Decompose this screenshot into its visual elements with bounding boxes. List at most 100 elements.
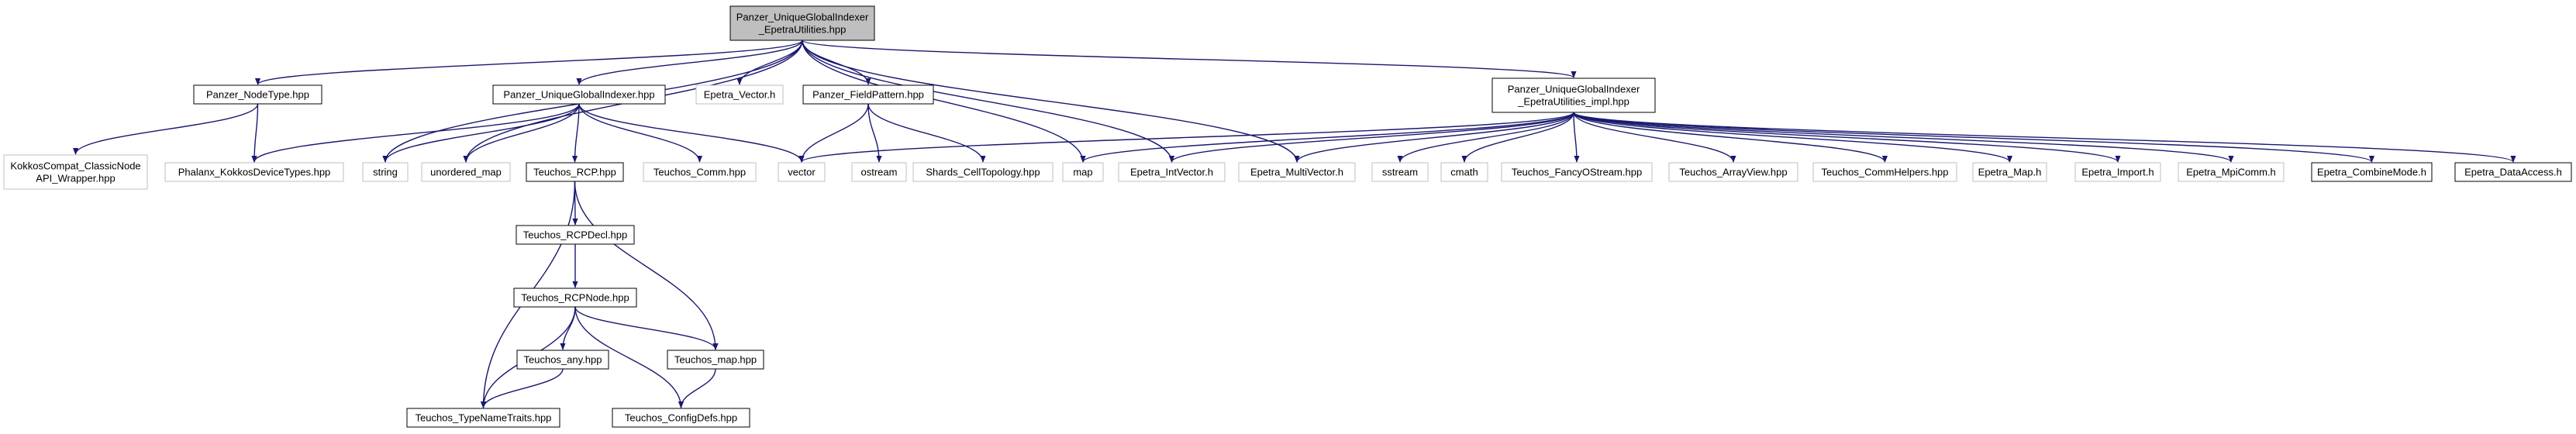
node-box bbox=[2454, 162, 2572, 182]
edge-root-to-fieldpattern bbox=[802, 40, 871, 85]
node-commhelpers: Teuchos_CommHelpers.hpp bbox=[1812, 162, 1957, 182]
edge-impl-to-epetra-dataaccess bbox=[1573, 112, 2516, 163]
edge-ugi-to-string bbox=[382, 103, 580, 163]
edge-teuchos-rcp-to-teuchos-map bbox=[574, 181, 719, 350]
node-teuchos-comm: Teuchos_Comm.hpp bbox=[643, 162, 757, 182]
node-box bbox=[1501, 162, 1653, 182]
node-box bbox=[2311, 162, 2433, 182]
node-fieldpattern[interactable]: Panzer_FieldPattern.hpp bbox=[802, 84, 934, 105]
edge-teuchos-any-to-typenametraits bbox=[480, 368, 564, 408]
node-label: Teuchos_Comm.hpp bbox=[653, 167, 746, 178]
edge-ugi-to-teuchos-rcp bbox=[571, 103, 580, 163]
edge-root-to-epetra-intvector bbox=[802, 40, 1175, 163]
node-box bbox=[1062, 162, 1104, 182]
edge-ugi-to-unordered-map bbox=[463, 103, 580, 163]
edge-ugi-to-phalanx bbox=[251, 103, 580, 163]
node-label: Epetra_MultiVector.h bbox=[1250, 167, 1343, 178]
edges-layer bbox=[72, 40, 2516, 408]
node-label: Epetra_Vector.h bbox=[704, 89, 776, 101]
node-box bbox=[1238, 162, 1356, 182]
node-map: map bbox=[1062, 162, 1104, 182]
node-epetra-import: Epetra_Import.h bbox=[2074, 162, 2161, 182]
node-box bbox=[1118, 162, 1226, 182]
node-rcpnode[interactable]: Teuchos_RCPNode.hpp bbox=[513, 288, 637, 308]
edge-rcpnode-to-teuchos-map bbox=[574, 306, 719, 350]
node-epetra-dataaccess[interactable]: Epetra_DataAccess.h bbox=[2454, 162, 2572, 182]
edge-impl-to-epetra-map bbox=[1573, 112, 2012, 163]
node-box bbox=[516, 225, 635, 245]
node-impl[interactable]: Panzer_UniqueGlobalIndexer_EpetraUtiliti… bbox=[1491, 78, 1656, 113]
edge-ugi-to-teuchos-comm bbox=[578, 103, 703, 163]
node-label: KokkosCompat_ClassicNode bbox=[10, 160, 140, 172]
node-fancyostream: Teuchos_FancyOStream.hpp bbox=[1501, 162, 1653, 182]
node-sstream: sstream bbox=[1371, 162, 1429, 182]
edge-ugi-to-vector bbox=[578, 103, 805, 163]
node-label: Panzer_UniqueGlobalIndexer bbox=[1508, 84, 1640, 95]
node-label: Epetra_DataAccess.h bbox=[2464, 167, 2562, 178]
edge-impl-to-sstream bbox=[1397, 112, 1574, 163]
node-box bbox=[667, 350, 764, 370]
node-arrayview: Teuchos_ArrayView.hpp bbox=[1668, 162, 1798, 182]
node-box bbox=[612, 408, 750, 428]
node-teuchos-map[interactable]: Teuchos_map.hpp bbox=[667, 350, 764, 370]
node-box bbox=[1371, 162, 1429, 182]
node-label: Teuchos_any.hpp bbox=[524, 354, 602, 366]
node-box bbox=[1491, 78, 1656, 113]
node-label: Epetra_MpiComm.h bbox=[2186, 167, 2276, 178]
node-nodetype[interactable]: Panzer_NodeType.hpp bbox=[193, 84, 322, 105]
edge-fieldpattern-to-shards bbox=[867, 103, 986, 163]
node-label: Panzer_UniqueGlobalIndexer.hpp bbox=[503, 89, 654, 101]
node-box bbox=[2178, 162, 2285, 182]
node-rcpdecl[interactable]: Teuchos_RCPDecl.hpp bbox=[516, 225, 635, 245]
node-box bbox=[695, 84, 784, 105]
node-label: Teuchos_TypeNameTraits.hpp bbox=[416, 412, 552, 424]
node-ostream: ostream bbox=[851, 162, 907, 182]
node-box bbox=[513, 288, 637, 308]
node-label: Teuchos_map.hpp bbox=[674, 354, 757, 366]
node-configdefs[interactable]: Teuchos_ConfigDefs.hpp bbox=[612, 408, 750, 428]
node-label: sstream bbox=[1382, 167, 1418, 178]
node-label: Teuchos_RCPNode.hpp bbox=[521, 292, 629, 304]
node-label: unordered_map bbox=[430, 167, 502, 178]
node-label: Epetra_CombineMode.h bbox=[2317, 167, 2426, 178]
node-label: _EpetraUtilities.hpp bbox=[758, 24, 847, 36]
node-vector: vector bbox=[778, 162, 826, 182]
node-box bbox=[406, 408, 560, 428]
node-epetra-map: Epetra_Map.h bbox=[1972, 162, 2047, 182]
edge-nodetype-to-kokkoscompat bbox=[72, 103, 259, 155]
node-box bbox=[193, 84, 322, 105]
edge-impl-to-epetra-import bbox=[1573, 112, 2121, 163]
node-cmath: cmath bbox=[1440, 162, 1488, 182]
node-epetra-combinemode[interactable]: Epetra_CombineMode.h bbox=[2311, 162, 2433, 182]
node-label: Epetra_Map.h bbox=[1978, 167, 2042, 178]
node-teuchos-rcp[interactable]: Teuchos_RCP.hpp bbox=[526, 162, 624, 182]
node-box bbox=[492, 84, 666, 105]
node-label: Panzer_FieldPattern.hpp bbox=[812, 89, 924, 101]
edge-impl-to-commhelpers bbox=[1573, 112, 1888, 163]
node-epetra-multivector: Epetra_MultiVector.h bbox=[1238, 162, 1356, 182]
node-ugi[interactable]: Panzer_UniqueGlobalIndexer.hpp bbox=[492, 84, 666, 105]
edge-rcpnode-to-teuchos-any bbox=[560, 306, 576, 350]
edge-impl-to-epetra-mpicomm bbox=[1573, 112, 2234, 163]
node-label: Teuchos_ArrayView.hpp bbox=[1679, 167, 1787, 178]
node-unordered-map: unordered_map bbox=[421, 162, 511, 182]
edge-impl-to-vector bbox=[798, 112, 1574, 163]
node-label: ostream bbox=[861, 167, 898, 178]
edge-impl-to-epetra-intvector bbox=[1169, 112, 1574, 163]
node-teuchos-any[interactable]: Teuchos_any.hpp bbox=[516, 350, 609, 370]
node-root: Panzer_UniqueGlobalIndexer_EpetraUtiliti… bbox=[729, 5, 875, 41]
node-typenametraits[interactable]: Teuchos_TypeNameTraits.hpp bbox=[406, 408, 560, 428]
edge-root-to-impl bbox=[802, 40, 1577, 78]
node-box bbox=[3, 154, 148, 190]
node-string: string bbox=[362, 162, 409, 182]
node-label: vector bbox=[788, 167, 816, 178]
node-label: Panzer_NodeType.hpp bbox=[206, 89, 309, 101]
edge-impl-to-epetra-multivector bbox=[1294, 112, 1574, 163]
node-label: _EpetraUtilities_impl.hpp bbox=[1517, 96, 1629, 108]
edge-impl-to-map bbox=[1080, 112, 1574, 163]
node-label: Teuchos_RCP.hpp bbox=[533, 167, 616, 178]
node-box bbox=[421, 162, 511, 182]
edge-impl-to-cmath bbox=[1461, 112, 1574, 163]
node-box bbox=[1668, 162, 1798, 182]
